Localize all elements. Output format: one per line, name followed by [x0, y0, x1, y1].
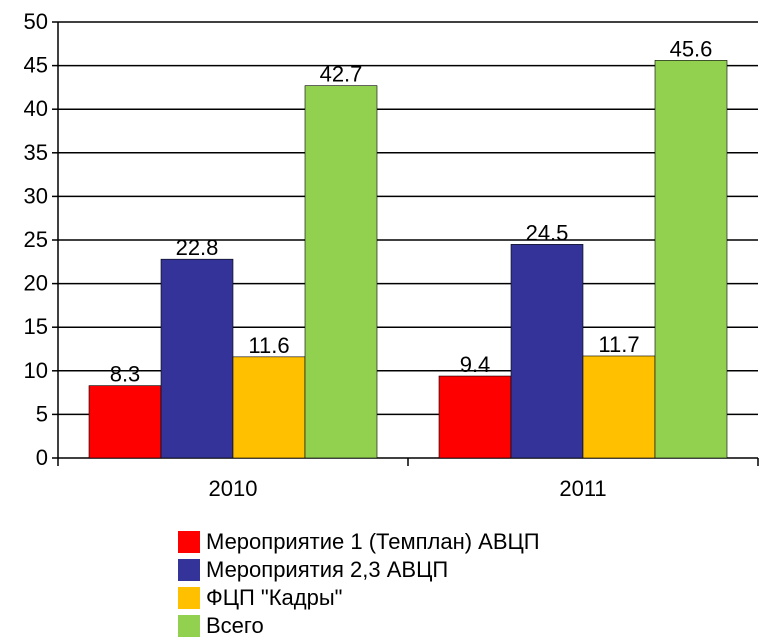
bar — [160, 258, 234, 459]
y-tick-label: 0 — [36, 445, 48, 470]
y-tick-label: 15 — [24, 314, 48, 339]
data-label: 11.6 — [248, 333, 289, 358]
data-label: 9.4 — [460, 352, 491, 377]
legend-swatch — [178, 559, 200, 581]
legend-item: Всего — [178, 612, 540, 640]
x-tick-label: 2011 — [559, 476, 606, 501]
legend-label: ФЦП "Кадры" — [206, 585, 343, 610]
legend-label: Мероприятие 1 (Темплан) АВЦП — [206, 529, 540, 554]
y-tick-label: 10 — [24, 358, 48, 383]
y-tick-label: 50 — [24, 9, 48, 34]
bar — [654, 60, 728, 459]
data-label: 8.3 — [110, 362, 141, 387]
bar — [232, 356, 306, 459]
bar-chart: 0 5 10 15 20 25 30 35 40 45 50 2010 8.3 22.8 11.6 42.7 2… — [24, 9, 759, 501]
y-tick-label: 20 — [24, 271, 48, 296]
legend-swatch — [178, 615, 200, 637]
legend-label: Мероприятия 2,3 АВЦП — [206, 557, 449, 582]
y-tick-label: 45 — [24, 53, 48, 78]
legend: Мероприятие 1 (Темплан) АВЦП Мероприятия… — [178, 528, 540, 640]
y-tick-label: 5 — [36, 401, 48, 426]
legend-label: Всего — [206, 613, 264, 638]
legend-item: ФЦП "Кадры" — [178, 584, 540, 612]
data-label: 24.5 — [526, 220, 569, 245]
data-label: 45.6 — [670, 36, 713, 61]
legend-item: Мероприятия 2,3 АВЦП — [178, 556, 540, 584]
bar — [582, 355, 656, 459]
legend-item: Мероприятие 1 (Темплан) АВЦП — [178, 528, 540, 556]
y-tick-label: 25 — [24, 227, 48, 252]
data-label: 11.7 — [598, 332, 639, 357]
y-tick-label: 40 — [24, 96, 48, 121]
bar — [510, 244, 584, 459]
bar — [304, 85, 378, 459]
bar — [438, 375, 512, 459]
legend-swatch — [178, 531, 200, 553]
y-tick-label: 30 — [24, 183, 48, 208]
data-label: 22.8 — [176, 235, 219, 260]
bar — [88, 385, 162, 459]
x-tick-label: 2010 — [209, 476, 258, 501]
legend-swatch — [178, 587, 200, 609]
y-tick-label: 35 — [24, 140, 48, 165]
data-label: 42.7 — [320, 62, 363, 87]
